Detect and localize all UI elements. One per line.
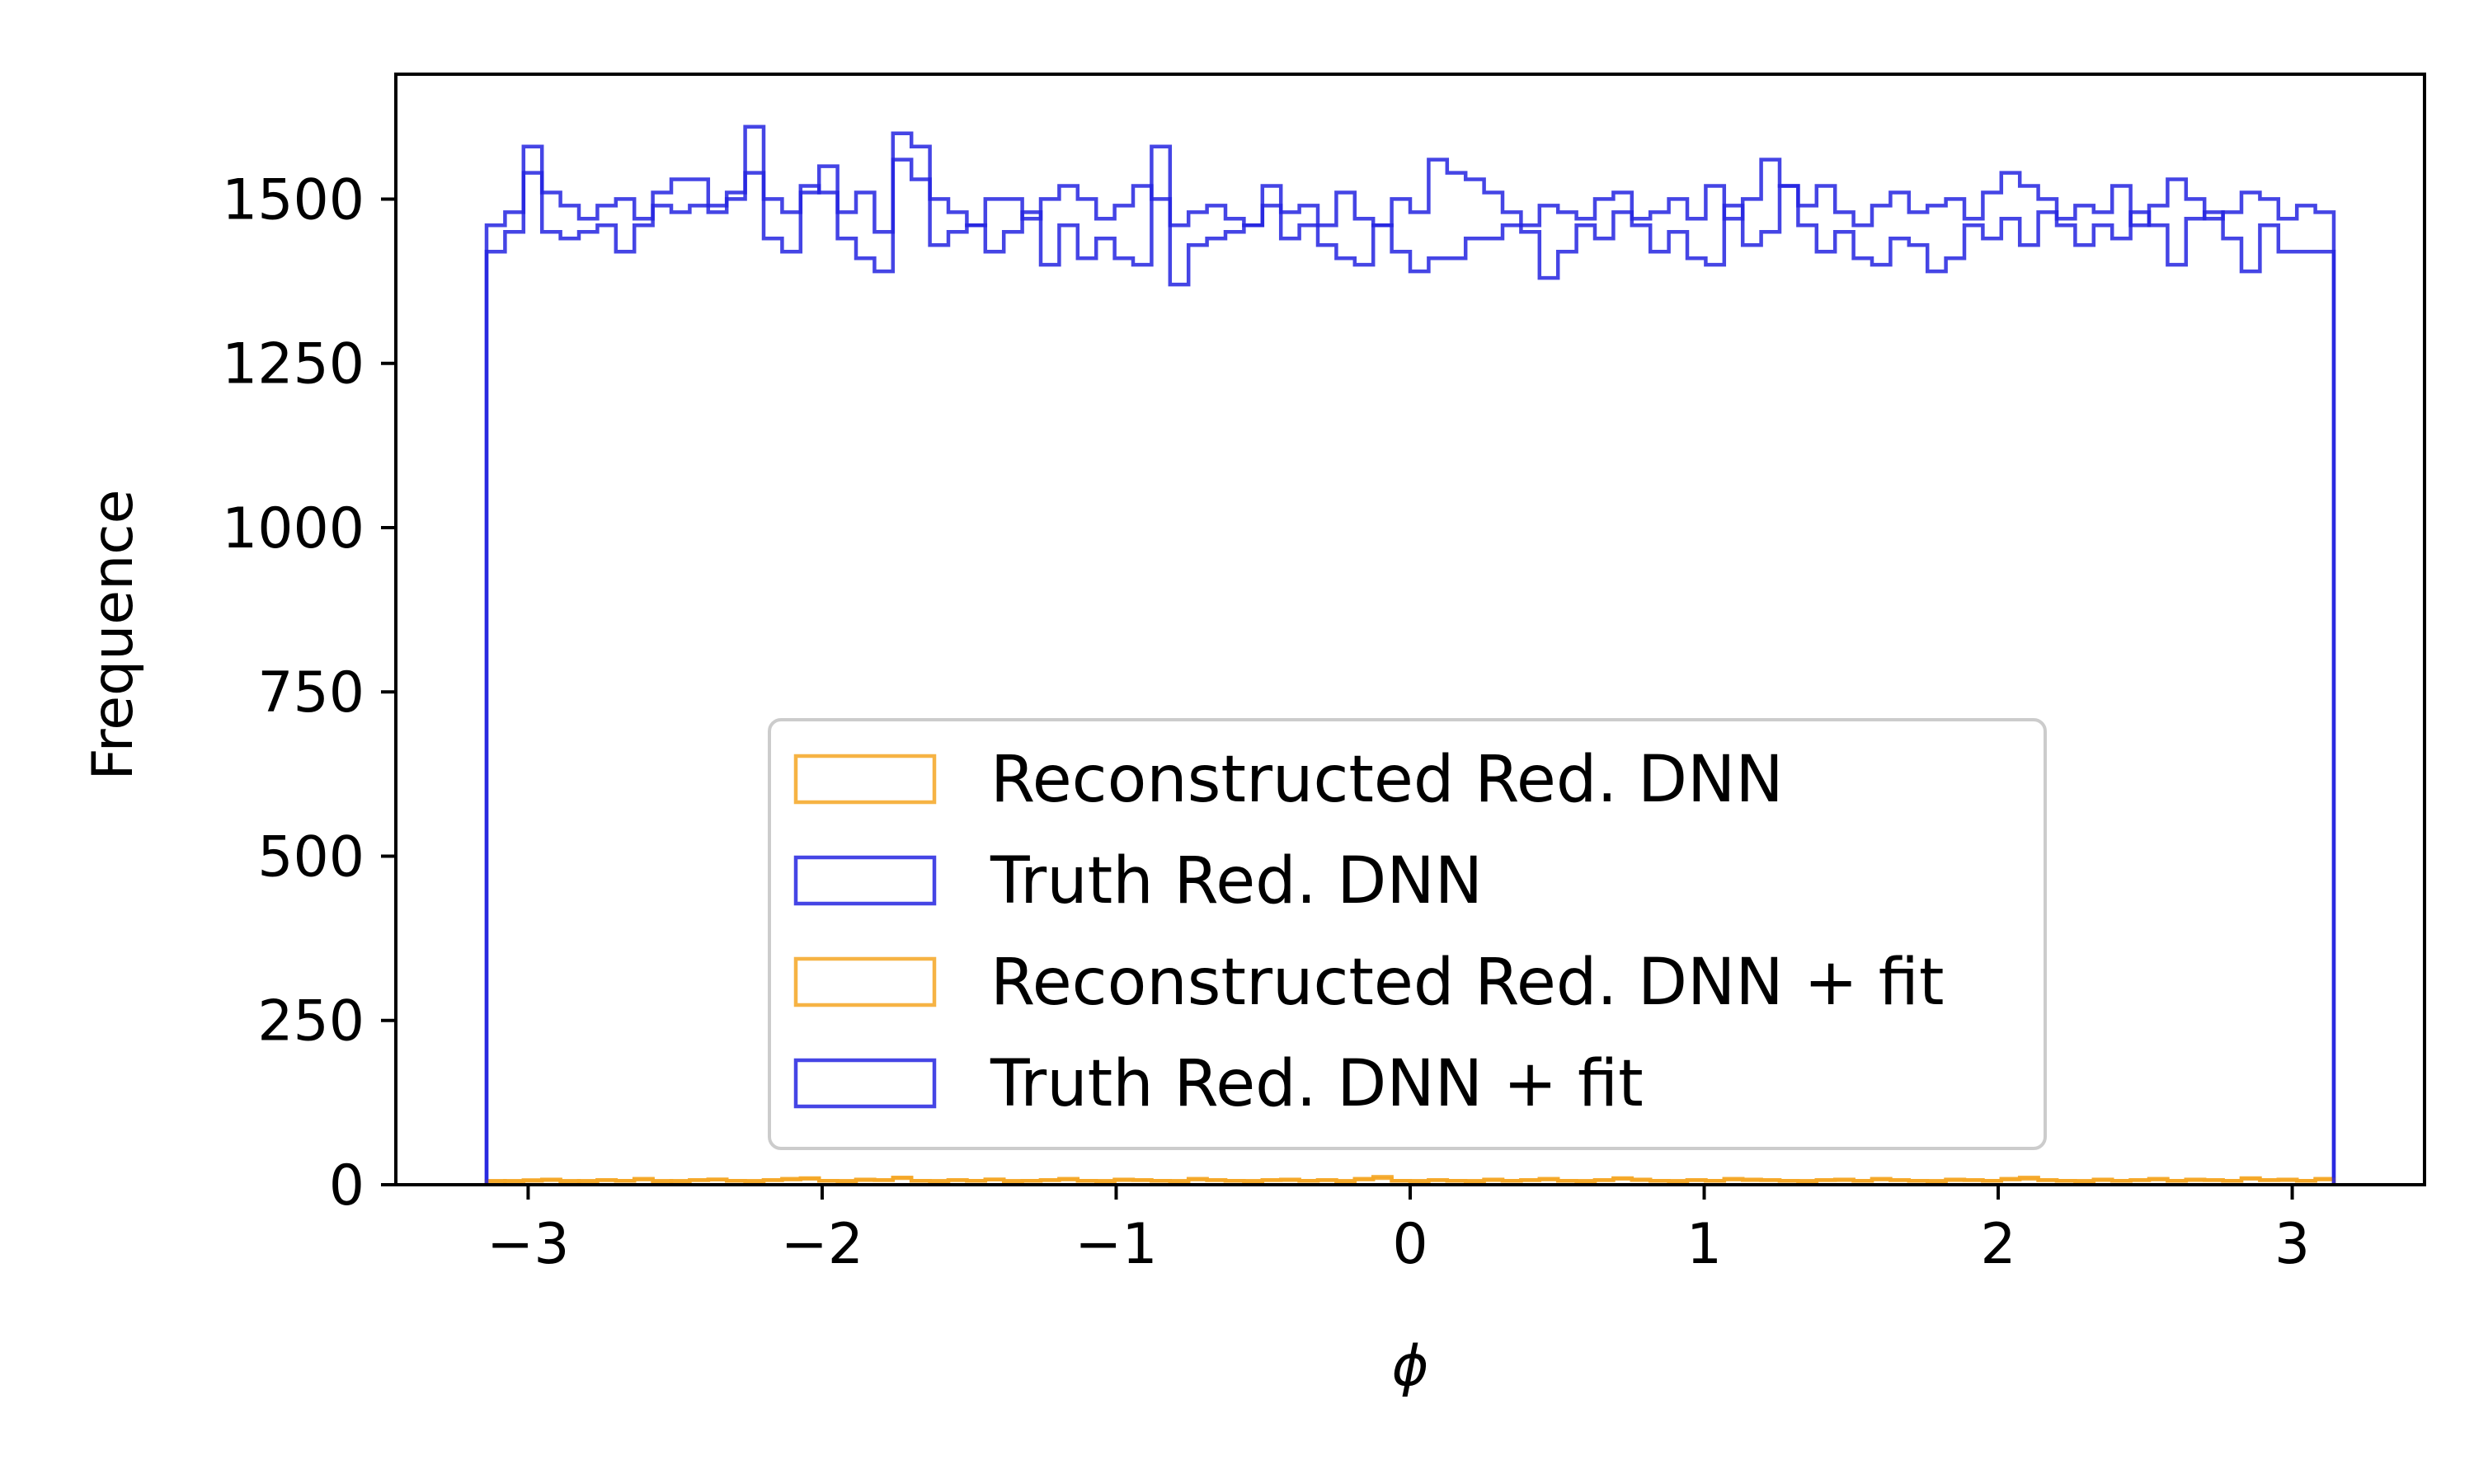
x-axis-ticks: −3 −2 −1 0 1 2 3: [487, 1185, 2310, 1277]
y-tick-label: 1500: [222, 167, 365, 232]
y-tick-label: 1250: [222, 332, 365, 397]
y-tick-label: 500: [257, 824, 365, 890]
series-2-histogram: [484, 1176, 2336, 1185]
x-tick-label: 3: [2274, 1212, 2310, 1277]
y-tick-label: 250: [257, 989, 365, 1054]
legend-label: Reconstructed Red. DNN: [990, 743, 1784, 817]
legend-swatch: [793, 754, 937, 805]
y-tick-label: 1000: [222, 496, 365, 561]
y-axis-ticks: 0 250 500 750 1000 1250 1500: [222, 167, 396, 1219]
x-tick-label: −2: [781, 1212, 863, 1277]
legend-label: Reconstructed Red. DNN + fit: [990, 946, 1944, 1020]
series-3-histogram: [484, 144, 2336, 1185]
legend-swatch: [793, 956, 937, 1007]
legend-swatch: [793, 1058, 937, 1109]
x-tick-label: 2: [1980, 1212, 2015, 1277]
x-tick-label: 1: [1686, 1212, 1722, 1277]
legend-label: Truth Red. DNN: [990, 844, 1483, 918]
y-axis-label: Frequence: [81, 490, 146, 781]
legend: Reconstructed Red. DNN Truth Red. DNN Reco…: [768, 718, 2047, 1150]
legend-swatch: [793, 855, 937, 906]
legend-label: Truth Red. DNN + fit: [990, 1047, 1644, 1121]
x-tick-label: −1: [1075, 1212, 1157, 1277]
series-layer: [484, 124, 2336, 1185]
legend-box: [768, 718, 2047, 1150]
y-tick-label: 750: [257, 660, 365, 726]
x-tick-label: −3: [487, 1212, 569, 1277]
x-tick-label: 0: [1392, 1212, 1427, 1277]
x-axis-label: ϕ: [1392, 1334, 1429, 1399]
y-tick-label: 0: [329, 1153, 365, 1219]
